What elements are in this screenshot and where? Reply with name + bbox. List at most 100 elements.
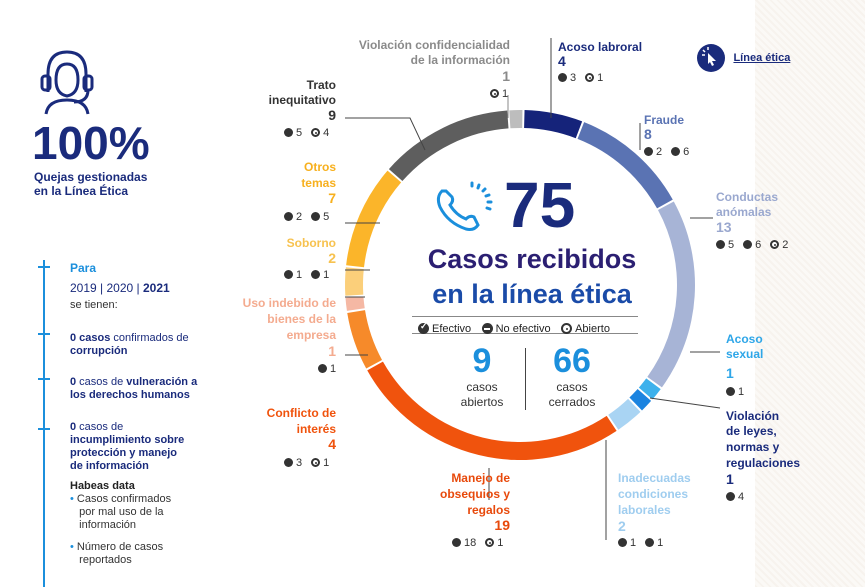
label-inadecuadas-3: laborales xyxy=(618,503,671,517)
b1-l3: información xyxy=(79,519,137,531)
legend-efectivo-label: Efectivo xyxy=(432,323,472,335)
label-obsequios-2: obsequios y xyxy=(439,487,510,501)
background-texture xyxy=(755,0,865,587)
habeas-title: Habeas data xyxy=(70,480,135,492)
donut-slice-0 xyxy=(524,110,583,139)
label-acoso-laboral: Acoso labroral xyxy=(558,40,643,54)
donut-slice-9 xyxy=(345,267,364,296)
check-circle-icon xyxy=(418,321,429,334)
label-confid-1: Violación confidencialidad xyxy=(358,38,510,52)
value-uso: 1 xyxy=(328,343,336,359)
operator-icon xyxy=(34,40,100,116)
legend-no-efectivo: No efectivo xyxy=(481,323,551,335)
timeline-tick xyxy=(38,333,50,335)
item3-bold: 0 xyxy=(70,421,77,433)
label-uso-3: empresa xyxy=(286,328,336,342)
donut-slice-3 xyxy=(638,378,661,400)
open-cases-label-1: casos xyxy=(466,380,498,394)
total-cases: 75 xyxy=(504,169,576,241)
legend-efectivo: Efectivo xyxy=(418,321,472,335)
timeline-line xyxy=(43,260,45,587)
label-confid-2: de la información xyxy=(410,53,510,67)
value-soborno: 2 xyxy=(328,250,336,266)
value-acoso-laboral: 4 xyxy=(558,53,566,69)
value-fraude: 8 xyxy=(644,126,652,142)
label-acoso-sexual-1: Acoso xyxy=(726,332,763,346)
center-title-2: en la línea ética xyxy=(432,279,632,309)
timeline-tick xyxy=(38,266,50,268)
item1-line2: corrupción xyxy=(70,345,128,357)
item2-rest: casos de xyxy=(76,376,127,388)
center-title-1: Casos recibidos xyxy=(427,244,637,274)
label-trato-2: inequitativo xyxy=(268,93,336,107)
legend-no-efectivo-label: No efectivo xyxy=(495,323,551,335)
value-otros: 7 xyxy=(328,190,336,206)
open-circle-icon xyxy=(561,323,573,334)
label-uso-1: Uso indebido de xyxy=(242,296,336,310)
label-conductas-2: anómalas xyxy=(716,205,772,219)
label-soborno: Soborno xyxy=(286,236,336,250)
item2-line2: los derechos humanos xyxy=(70,389,190,401)
status-legend: Efectivo No efectivo Abierto xyxy=(412,316,638,335)
value-confid: 1 xyxy=(502,68,510,84)
timeline-tick xyxy=(38,428,50,430)
donut-slice-2 xyxy=(647,201,695,388)
counts-confid: 1 xyxy=(490,87,508,101)
value-inadecuadas: 2 xyxy=(618,518,626,534)
label-fraude: Fraude xyxy=(644,113,685,127)
value-conflicto: 4 xyxy=(328,436,336,452)
label-violacion-leyes-2: de leyes, xyxy=(726,424,777,438)
donut-slice-5 xyxy=(608,398,641,430)
item1-bold: 0 casos xyxy=(70,332,111,344)
donut-slice-6 xyxy=(367,361,617,461)
year-2020: 2020 xyxy=(106,281,134,295)
habeas-bullet-1: • Casos confirmados por mal uso de la in… xyxy=(70,493,172,531)
b2-l1: Número de casos xyxy=(76,541,164,553)
center-divider xyxy=(525,348,526,410)
value-acoso-sexual: 1 xyxy=(726,365,734,381)
year-2019: 2019 xyxy=(70,281,97,295)
value-trato: 9 xyxy=(328,107,336,123)
sidebar-item-corrupcion: 0 casos confirmados de corrupción xyxy=(70,332,189,358)
label-acoso-sexual-2: sexual xyxy=(726,347,764,361)
closed-cases-label-2: cerrados xyxy=(548,395,596,409)
label-otros-1: Otros xyxy=(303,160,336,174)
item3-line2: incumplimiento sobre xyxy=(70,434,185,446)
cursor-click-icon xyxy=(697,44,725,72)
headline-percent: 100% xyxy=(32,117,150,169)
headline-caption-2: en la Línea Ética xyxy=(34,184,129,198)
closed-cases-label-1: casos xyxy=(556,380,588,394)
label-inadecuadas-1: Inadecuadas xyxy=(618,471,691,485)
label-otros-2: temas xyxy=(301,176,336,190)
item3-line4: de información xyxy=(70,460,149,472)
open-cases-label-2: abiertos xyxy=(460,395,504,409)
label-conflicto-2: interés xyxy=(296,422,336,436)
legend-abierto-label: Abierto xyxy=(575,323,610,335)
sidebar-se-tienen: se tienen: xyxy=(70,299,118,311)
item3-rest: casos de xyxy=(76,421,124,433)
donut-slice-10 xyxy=(346,170,402,268)
counts-violacion-leyes: 4 xyxy=(726,490,744,504)
minus-circle-icon xyxy=(481,323,493,334)
donut-slice-7 xyxy=(347,310,383,369)
donut-slice-12 xyxy=(509,110,523,129)
sidebar-years: 2019 | 2020 | 2021 xyxy=(70,281,170,295)
label-uso-2: bienes de la xyxy=(267,312,336,326)
linea-etica-link[interactable]: Línea ética xyxy=(697,44,790,74)
label-obsequios-3: regalos xyxy=(467,503,510,517)
value-obsequios: 19 xyxy=(494,517,510,533)
linea-etica-label[interactable]: Línea ética xyxy=(733,52,791,64)
closed-cases-number: 66 xyxy=(553,342,591,380)
item2-bold2: vulneración a xyxy=(126,376,198,388)
donut-slice-11 xyxy=(388,110,509,181)
b1-l2: por mal uso de la xyxy=(79,506,164,518)
